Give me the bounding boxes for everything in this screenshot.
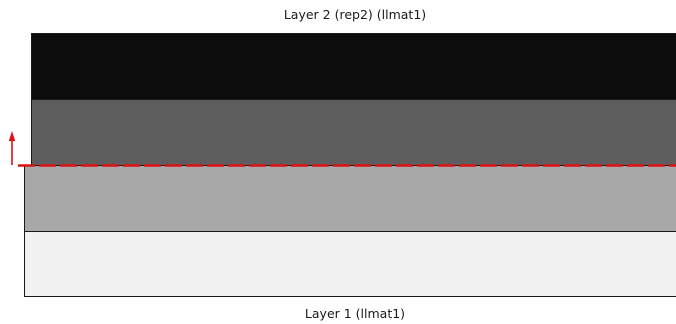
layer2-title: Layer 2 (rep2) (llmat1) bbox=[283, 7, 427, 22]
layer1-lower-region bbox=[24, 231, 676, 297]
layer2-upper-region bbox=[31, 33, 676, 100]
layer1-upper-region bbox=[24, 165, 676, 232]
layer2-lower-region bbox=[31, 99, 676, 166]
layer1-title: Layer 1 (llmat1) bbox=[304, 306, 406, 321]
arrow-up-icon bbox=[8, 131, 16, 141]
